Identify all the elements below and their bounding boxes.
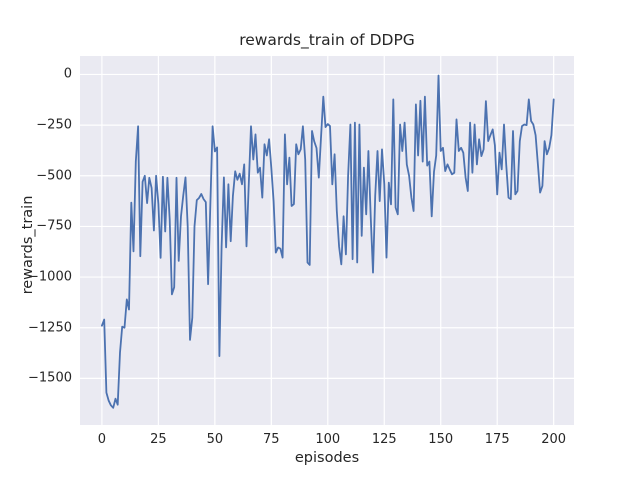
y-tick-label: −1500 [28, 370, 72, 386]
y-tick-label: −500 [36, 168, 72, 184]
x-tick-label: 150 [428, 432, 454, 447]
x-tick-label: 175 [484, 432, 510, 447]
y-tick-label: −250 [36, 117, 72, 133]
y-tick-label: −1250 [28, 320, 72, 336]
x-tick-label: 50 [206, 432, 224, 447]
y-tick-label: 0 [63, 66, 72, 82]
chart-title: rewards_train of DDPG [239, 31, 415, 49]
rewards-train-line [101, 74, 555, 409]
x-tick-label: 200 [541, 432, 567, 447]
x-axis-label: episodes [294, 450, 360, 466]
x-tick-label: 100 [315, 432, 341, 447]
x-tick-label: 75 [263, 432, 280, 447]
plot-area [80, 56, 574, 425]
x-tick-label: 25 [150, 432, 167, 447]
x-tick-label: 125 [371, 432, 397, 447]
x-tick-label: 0 [97, 432, 107, 447]
y-tick-label: −750 [36, 218, 72, 234]
y-tick-label: −1000 [28, 269, 72, 285]
